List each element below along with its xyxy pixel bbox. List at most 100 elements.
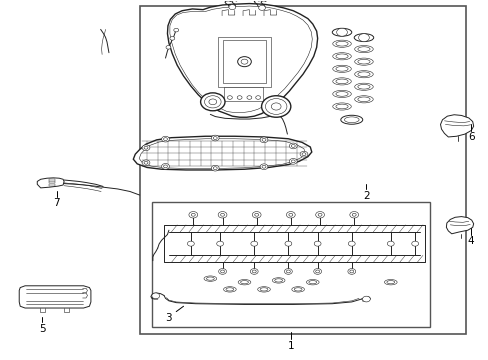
- Ellipse shape: [354, 71, 372, 78]
- Text: 5: 5: [39, 324, 45, 334]
- Circle shape: [216, 241, 223, 246]
- Bar: [49, 179, 55, 181]
- Ellipse shape: [335, 54, 347, 59]
- Ellipse shape: [332, 78, 350, 85]
- Ellipse shape: [344, 117, 358, 123]
- Bar: [140, 6, 466, 334]
- Circle shape: [285, 241, 291, 246]
- Circle shape: [349, 270, 353, 273]
- Ellipse shape: [357, 85, 369, 89]
- Circle shape: [254, 213, 258, 216]
- Circle shape: [246, 96, 251, 99]
- Circle shape: [349, 212, 358, 218]
- Circle shape: [173, 28, 178, 32]
- Text: 4: 4: [467, 236, 473, 246]
- Circle shape: [142, 160, 150, 166]
- Circle shape: [161, 136, 169, 142]
- Polygon shape: [169, 6, 312, 113]
- Ellipse shape: [354, 45, 372, 53]
- Circle shape: [288, 213, 292, 216]
- Circle shape: [347, 269, 355, 274]
- Ellipse shape: [357, 59, 369, 64]
- Text: 2: 2: [363, 191, 369, 201]
- Ellipse shape: [223, 287, 236, 292]
- Ellipse shape: [238, 279, 250, 285]
- Circle shape: [284, 269, 292, 274]
- Circle shape: [314, 241, 321, 246]
- Ellipse shape: [332, 90, 350, 98]
- Circle shape: [237, 57, 251, 67]
- Ellipse shape: [384, 279, 396, 285]
- Circle shape: [218, 212, 226, 218]
- Circle shape: [286, 270, 290, 273]
- Circle shape: [313, 269, 321, 274]
- Circle shape: [291, 160, 295, 163]
- Circle shape: [200, 93, 224, 111]
- Ellipse shape: [206, 277, 214, 280]
- Text: 6: 6: [467, 132, 473, 142]
- Circle shape: [144, 161, 148, 164]
- Circle shape: [362, 296, 369, 302]
- Ellipse shape: [335, 41, 347, 46]
- Circle shape: [165, 45, 170, 49]
- Ellipse shape: [257, 287, 270, 292]
- Ellipse shape: [335, 91, 347, 96]
- Circle shape: [250, 269, 258, 274]
- Circle shape: [261, 96, 290, 117]
- Ellipse shape: [306, 279, 319, 285]
- Ellipse shape: [308, 280, 316, 284]
- Circle shape: [260, 164, 267, 170]
- Circle shape: [255, 96, 260, 99]
- Ellipse shape: [335, 79, 347, 84]
- Ellipse shape: [335, 104, 347, 109]
- Ellipse shape: [240, 280, 248, 284]
- Circle shape: [213, 136, 217, 139]
- Circle shape: [252, 270, 256, 273]
- Circle shape: [351, 213, 355, 216]
- Ellipse shape: [332, 53, 350, 60]
- Circle shape: [250, 241, 257, 246]
- Circle shape: [220, 270, 224, 273]
- Circle shape: [271, 103, 281, 110]
- Circle shape: [211, 135, 219, 141]
- Ellipse shape: [203, 276, 216, 281]
- Polygon shape: [37, 178, 64, 188]
- Polygon shape: [446, 217, 473, 234]
- Ellipse shape: [386, 280, 394, 284]
- Circle shape: [315, 212, 324, 218]
- Polygon shape: [133, 136, 311, 170]
- Circle shape: [204, 96, 221, 108]
- Circle shape: [291, 144, 295, 147]
- Circle shape: [315, 270, 319, 273]
- Ellipse shape: [260, 288, 267, 291]
- Circle shape: [286, 212, 295, 218]
- Circle shape: [358, 34, 368, 41]
- Circle shape: [220, 213, 224, 216]
- Circle shape: [336, 28, 346, 36]
- Ellipse shape: [331, 28, 351, 36]
- Circle shape: [289, 143, 297, 149]
- Circle shape: [142, 145, 150, 150]
- Circle shape: [163, 165, 167, 168]
- Ellipse shape: [354, 83, 372, 90]
- Polygon shape: [167, 4, 317, 117]
- Bar: [224, 87, 263, 101]
- Circle shape: [228, 5, 235, 10]
- Bar: [217, 37, 271, 87]
- Circle shape: [302, 153, 305, 156]
- Ellipse shape: [340, 115, 362, 124]
- Circle shape: [289, 158, 297, 164]
- Ellipse shape: [274, 279, 282, 282]
- Text: 3: 3: [165, 313, 172, 323]
- Ellipse shape: [335, 67, 347, 71]
- Circle shape: [252, 212, 261, 218]
- Circle shape: [386, 241, 393, 246]
- Text: 1: 1: [287, 341, 294, 351]
- Circle shape: [262, 165, 265, 168]
- Circle shape: [237, 96, 242, 99]
- Circle shape: [191, 213, 195, 216]
- Circle shape: [318, 213, 322, 216]
- Circle shape: [211, 165, 219, 171]
- Circle shape: [241, 59, 247, 64]
- Polygon shape: [139, 139, 305, 168]
